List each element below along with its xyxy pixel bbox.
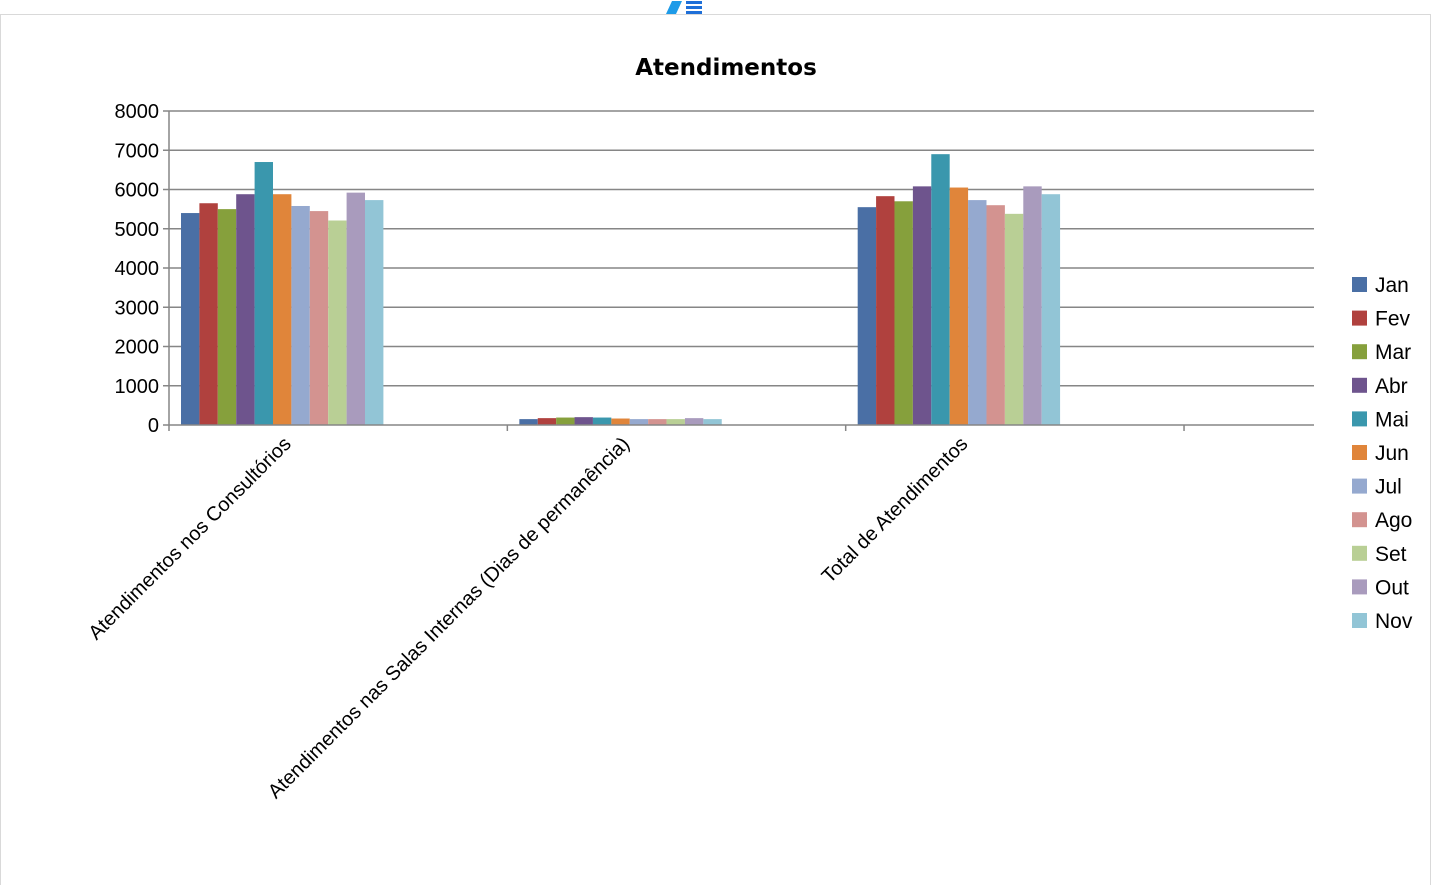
chart-title: Atendimentos bbox=[635, 55, 817, 81]
bar-jan-1 bbox=[519, 419, 538, 425]
bar-ago-0 bbox=[309, 211, 329, 425]
legend-label: Ago bbox=[1375, 509, 1412, 532]
bar-abr-1 bbox=[574, 417, 593, 425]
bar-mar-1 bbox=[556, 417, 575, 425]
logo-icon bbox=[658, 0, 718, 14]
x-category-label: Total de Atendimentos bbox=[818, 433, 973, 588]
legend-swatch-abr bbox=[1352, 377, 1367, 393]
legend-swatch-jun bbox=[1352, 445, 1367, 460]
legend-label: Jul bbox=[1375, 476, 1402, 499]
bar-out-1 bbox=[684, 418, 704, 425]
bar-mai-1 bbox=[592, 417, 612, 425]
bar-jun-1 bbox=[611, 418, 630, 425]
y-tick-label: 3000 bbox=[115, 297, 160, 319]
bar-ago-1 bbox=[648, 419, 667, 425]
legend-swatch-jan bbox=[1352, 277, 1367, 292]
bar-mar-2 bbox=[894, 201, 913, 425]
y-tick-label: 0 bbox=[148, 415, 159, 437]
bar-fev-0 bbox=[199, 203, 218, 425]
axes bbox=[168, 111, 1314, 426]
y-tick-label: 4000 bbox=[115, 258, 160, 280]
legend-label: Mai bbox=[1375, 408, 1409, 431]
bar-out-0 bbox=[346, 192, 365, 425]
legend-swatch-out bbox=[1352, 579, 1367, 595]
x-category-label: Atendimentos nos Consultórios bbox=[84, 433, 295, 644]
bar-nov-1 bbox=[703, 419, 722, 425]
bar-abr-0 bbox=[236, 194, 255, 425]
legend-swatch-ago bbox=[1352, 512, 1367, 528]
y-tick-label: 1000 bbox=[115, 376, 160, 398]
legend-label: Abr bbox=[1375, 375, 1408, 398]
bar-jul-1 bbox=[629, 419, 649, 425]
legend-swatch-set bbox=[1352, 545, 1367, 561]
legend-label: Fev bbox=[1375, 308, 1411, 331]
legend-swatch-nov bbox=[1352, 613, 1367, 628]
y-axis-ticks: 0 1000 2000 3000 4000 5000 6000 7000 8000 bbox=[115, 101, 169, 437]
bar-set-1 bbox=[666, 419, 685, 425]
legend-label: Jan bbox=[1375, 274, 1409, 297]
bar-nov-2 bbox=[1041, 194, 1061, 425]
y-tick-label: 6000 bbox=[115, 180, 160, 202]
bar-set-2 bbox=[1004, 213, 1024, 425]
bar-mar-0 bbox=[217, 209, 237, 425]
x-axis-labels: Atendimentos nos ConsultóriosAtendimento… bbox=[84, 425, 1185, 803]
legend: Jan Fev Mar Abr Mai Jun Jul Ago Set Out Nov bbox=[1352, 274, 1413, 633]
bar-jun-2 bbox=[949, 187, 969, 425]
x-category-label: Atendimentos nas Salas Internas (Dias de… bbox=[264, 433, 634, 803]
bar-set-0 bbox=[328, 220, 347, 425]
y-tick-label: 8000 bbox=[115, 101, 160, 123]
legend-label: Set bbox=[1375, 543, 1407, 566]
bar-abr-2 bbox=[912, 186, 932, 425]
bar-fev-2 bbox=[876, 196, 895, 425]
legend-label: Jun bbox=[1375, 442, 1409, 465]
bar-fev-1 bbox=[537, 418, 557, 425]
legend-swatch-mai bbox=[1352, 411, 1367, 427]
legend-label: Mar bbox=[1375, 341, 1411, 364]
legend-label: Nov bbox=[1375, 610, 1413, 633]
chart-area: Atendimentos 0 1000 2000 3000 4000 5000 6000 70… bbox=[0, 14, 1431, 885]
bar-mai-0 bbox=[254, 162, 273, 425]
bar-out-2 bbox=[1023, 186, 1042, 425]
y-tick-label: 5000 bbox=[115, 219, 160, 241]
bars bbox=[181, 154, 1061, 426]
bar-chart: Atendimentos 0 1000 2000 3000 4000 5000 6000 70… bbox=[84, 55, 1413, 803]
bar-mai-2 bbox=[931, 154, 950, 426]
bar-nov-0 bbox=[365, 200, 384, 425]
legend-label: Out bbox=[1375, 576, 1409, 599]
bar-ago-2 bbox=[986, 205, 1005, 425]
bar-jun-0 bbox=[273, 194, 292, 425]
y-tick-label: 2000 bbox=[115, 337, 160, 359]
legend-swatch-jul bbox=[1352, 478, 1367, 494]
bar-jan-0 bbox=[181, 213, 200, 425]
bar-jul-0 bbox=[291, 205, 310, 425]
legend-swatch-mar bbox=[1352, 344, 1367, 360]
bar-jul-2 bbox=[968, 200, 987, 425]
bar-jan-2 bbox=[857, 207, 877, 425]
y-tick-label: 7000 bbox=[115, 140, 160, 162]
legend-swatch-fev bbox=[1352, 310, 1367, 326]
